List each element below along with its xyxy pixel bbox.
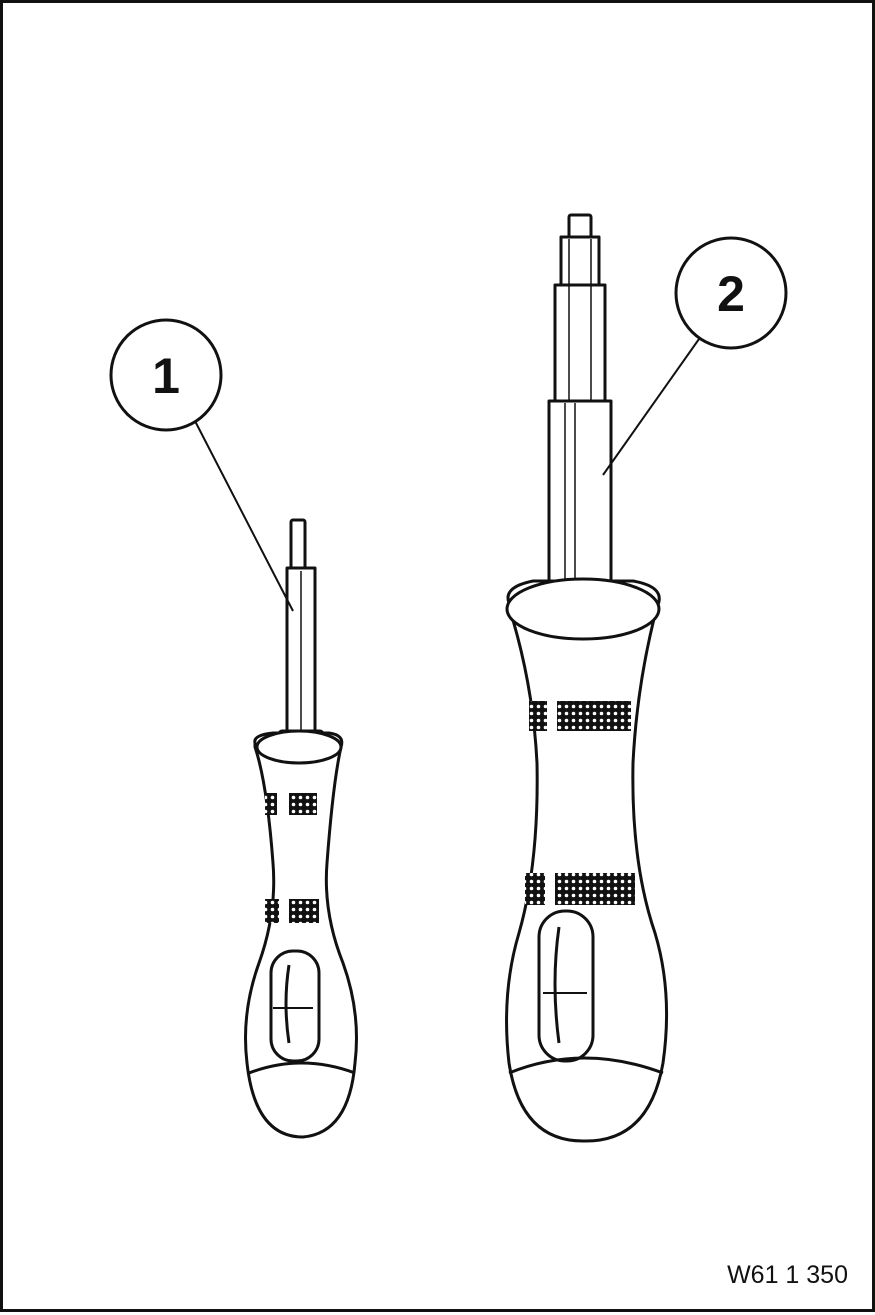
callout-1-label: 1 xyxy=(152,348,180,404)
tool-1-small-screwdriver xyxy=(244,518,358,1139)
tool-1-tip xyxy=(289,518,307,572)
tool-2-large-screwdriver xyxy=(505,213,669,1143)
tool-1-grip-slot xyxy=(269,949,321,1063)
tool-2-grip-slot xyxy=(537,909,595,1063)
tool-2-knurl-lower xyxy=(555,873,635,905)
callout-2: 2 xyxy=(602,236,788,476)
tool-2-tip-step xyxy=(559,235,601,289)
callout-1-circle xyxy=(109,318,223,432)
tool-2-knurl-upper xyxy=(557,701,631,731)
tool-2-upper-shaft xyxy=(553,283,607,407)
tool-illustration: 1 2 W61 1 350 xyxy=(109,213,848,1289)
tool-2-tip xyxy=(567,213,593,241)
tool-2-shaft xyxy=(547,399,613,607)
callout-1-leader-line xyxy=(194,420,294,612)
callout-2-circle xyxy=(674,236,788,350)
callout-1: 1 xyxy=(109,318,294,612)
callout-2-label: 2 xyxy=(717,266,745,322)
tool-2-cap xyxy=(505,577,661,641)
tool-1-knurl-lower xyxy=(289,899,319,923)
figure-reference-code: W61 1 350 xyxy=(727,1261,848,1289)
tool-1-cap xyxy=(255,729,343,765)
callout-2-leader-line xyxy=(602,338,700,476)
tool-1-knurl-upper xyxy=(289,793,317,815)
